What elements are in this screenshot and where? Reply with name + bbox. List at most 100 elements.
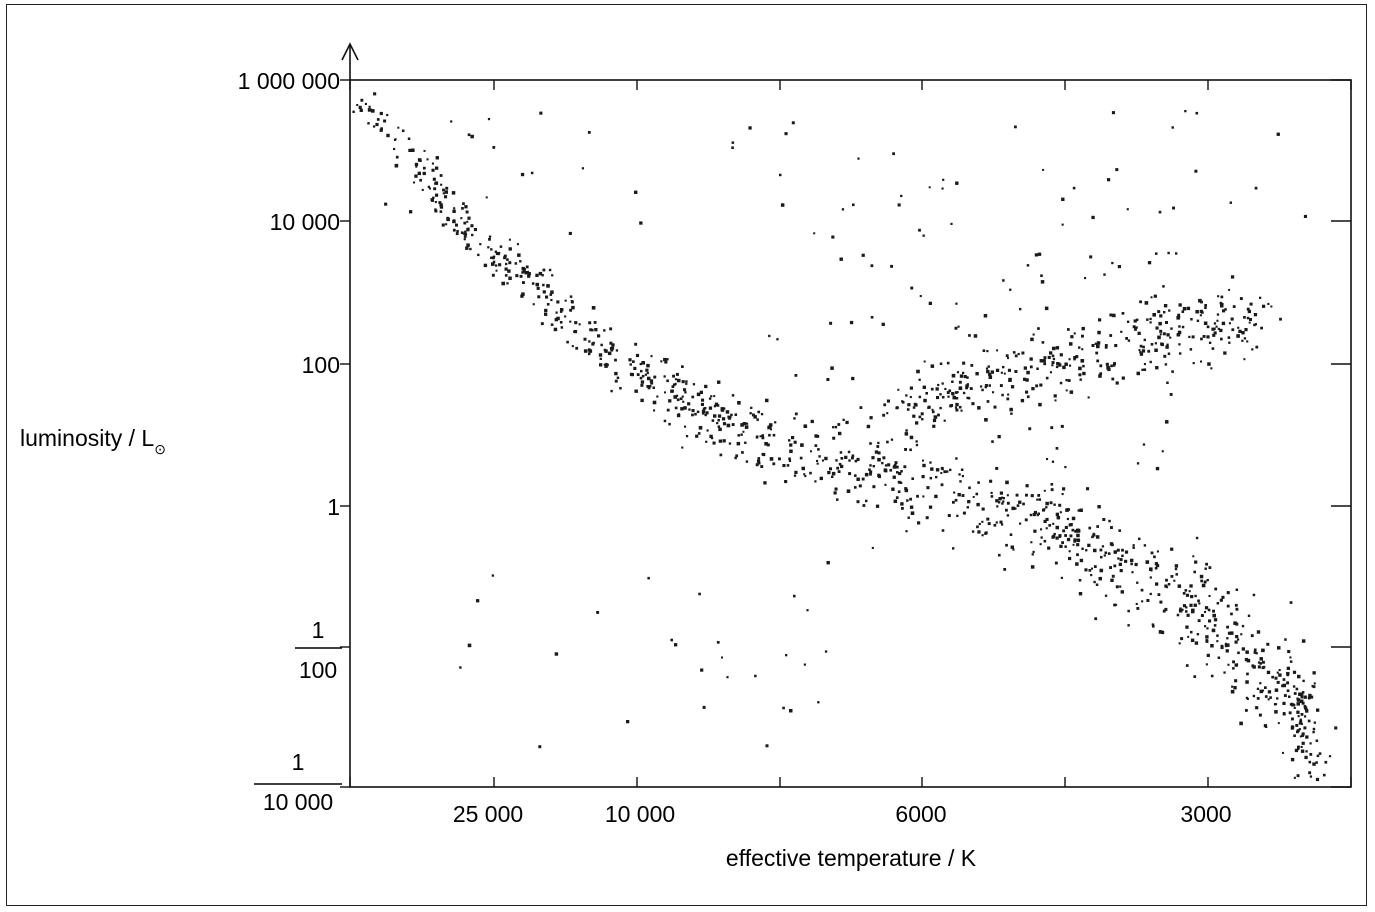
- data-point: [910, 511, 915, 515]
- data-point: [1281, 684, 1284, 688]
- data-point: [639, 376, 643, 380]
- data-point: [1075, 355, 1079, 359]
- data-point: [1039, 543, 1042, 546]
- data-point: [869, 472, 872, 476]
- data-point: [1256, 697, 1260, 700]
- data-point: [997, 501, 1001, 504]
- data-point: [746, 422, 749, 425]
- data-point: [1234, 603, 1238, 607]
- data-point: [884, 464, 888, 467]
- data-point: [1108, 519, 1111, 523]
- data-point: [551, 274, 554, 277]
- data-point: [1228, 322, 1231, 325]
- data-point: [1170, 547, 1174, 551]
- data-point: [915, 440, 918, 443]
- data-point: [821, 459, 824, 462]
- data-point: [1149, 576, 1152, 579]
- data-point: [1082, 364, 1085, 368]
- data-point: [905, 429, 908, 432]
- data-point: [851, 454, 855, 458]
- data-point: [434, 209, 438, 213]
- data-point: [892, 152, 895, 156]
- data-point: [368, 105, 371, 108]
- data-point: [1264, 686, 1267, 689]
- data-point: [1303, 726, 1307, 730]
- data-point: [1135, 318, 1139, 322]
- data-point: [806, 609, 809, 612]
- data-point: [961, 494, 965, 497]
- data-point: [1096, 525, 1099, 528]
- data-point: [1246, 658, 1251, 663]
- data-point: [1295, 687, 1299, 691]
- data-point: [432, 196, 435, 199]
- data-point: [1076, 533, 1080, 538]
- data-point: [1054, 399, 1057, 402]
- data-point: [1263, 724, 1267, 728]
- data-point: [1178, 325, 1181, 328]
- data-point: [990, 491, 993, 494]
- data-point: [839, 257, 843, 261]
- data-point: [395, 155, 399, 159]
- data-point: [1213, 331, 1217, 335]
- data-point: [1078, 366, 1082, 371]
- data-point: [1225, 649, 1229, 653]
- data-point: [1087, 543, 1091, 547]
- data-point: [556, 316, 560, 321]
- data-point: [1084, 277, 1087, 280]
- data-point: [1266, 642, 1270, 646]
- data-point: [803, 473, 806, 476]
- data-point: [452, 228, 456, 232]
- data-point: [760, 465, 764, 468]
- data-point: [1213, 322, 1217, 325]
- data-point: [1124, 559, 1128, 563]
- data-point: [1113, 362, 1116, 366]
- data-point: [1194, 594, 1197, 598]
- data-point: [615, 349, 619, 352]
- data-point: [1162, 609, 1166, 613]
- data-point: [1069, 342, 1073, 346]
- y-tick-fraction-numerator: 1: [292, 749, 305, 775]
- data-point: [1205, 640, 1209, 643]
- data-point: [993, 523, 997, 527]
- data-point: [1185, 664, 1189, 667]
- data-point: [1049, 371, 1052, 374]
- data-point: [744, 425, 749, 429]
- data-point: [1113, 564, 1117, 568]
- data-point: [721, 417, 726, 421]
- data-point: [1159, 600, 1163, 604]
- data-point: [793, 594, 796, 598]
- data-point: [1211, 347, 1215, 350]
- data-point: [446, 216, 449, 220]
- data-point: [1232, 667, 1235, 670]
- data-point: [1073, 356, 1077, 360]
- data-point: [379, 111, 383, 116]
- data-point: [414, 162, 419, 167]
- data-point: [1026, 264, 1030, 267]
- data-point: [1154, 562, 1159, 566]
- data-point: [1177, 584, 1182, 588]
- data-point: [1050, 426, 1054, 430]
- data-point: [940, 483, 944, 487]
- data-point: [1252, 593, 1256, 597]
- data-point: [1277, 722, 1280, 725]
- data-point: [877, 451, 881, 455]
- data-point: [701, 412, 705, 415]
- data-point: [918, 228, 921, 232]
- data-point: [1234, 679, 1238, 683]
- data-point: [1046, 458, 1049, 461]
- data-point: [1131, 571, 1134, 574]
- data-point: [1245, 650, 1249, 654]
- data-point: [498, 263, 502, 267]
- data-point: [1179, 352, 1182, 355]
- data-point: [636, 373, 640, 376]
- data-point: [1246, 307, 1250, 311]
- data-point: [569, 295, 573, 298]
- data-point: [1257, 661, 1261, 664]
- data-point: [826, 378, 830, 381]
- data-point: [555, 311, 558, 314]
- data-point: [1184, 110, 1187, 113]
- data-point: [1170, 327, 1173, 330]
- data-point: [1093, 565, 1097, 568]
- data-point: [491, 574, 494, 577]
- data-point: [1177, 313, 1181, 317]
